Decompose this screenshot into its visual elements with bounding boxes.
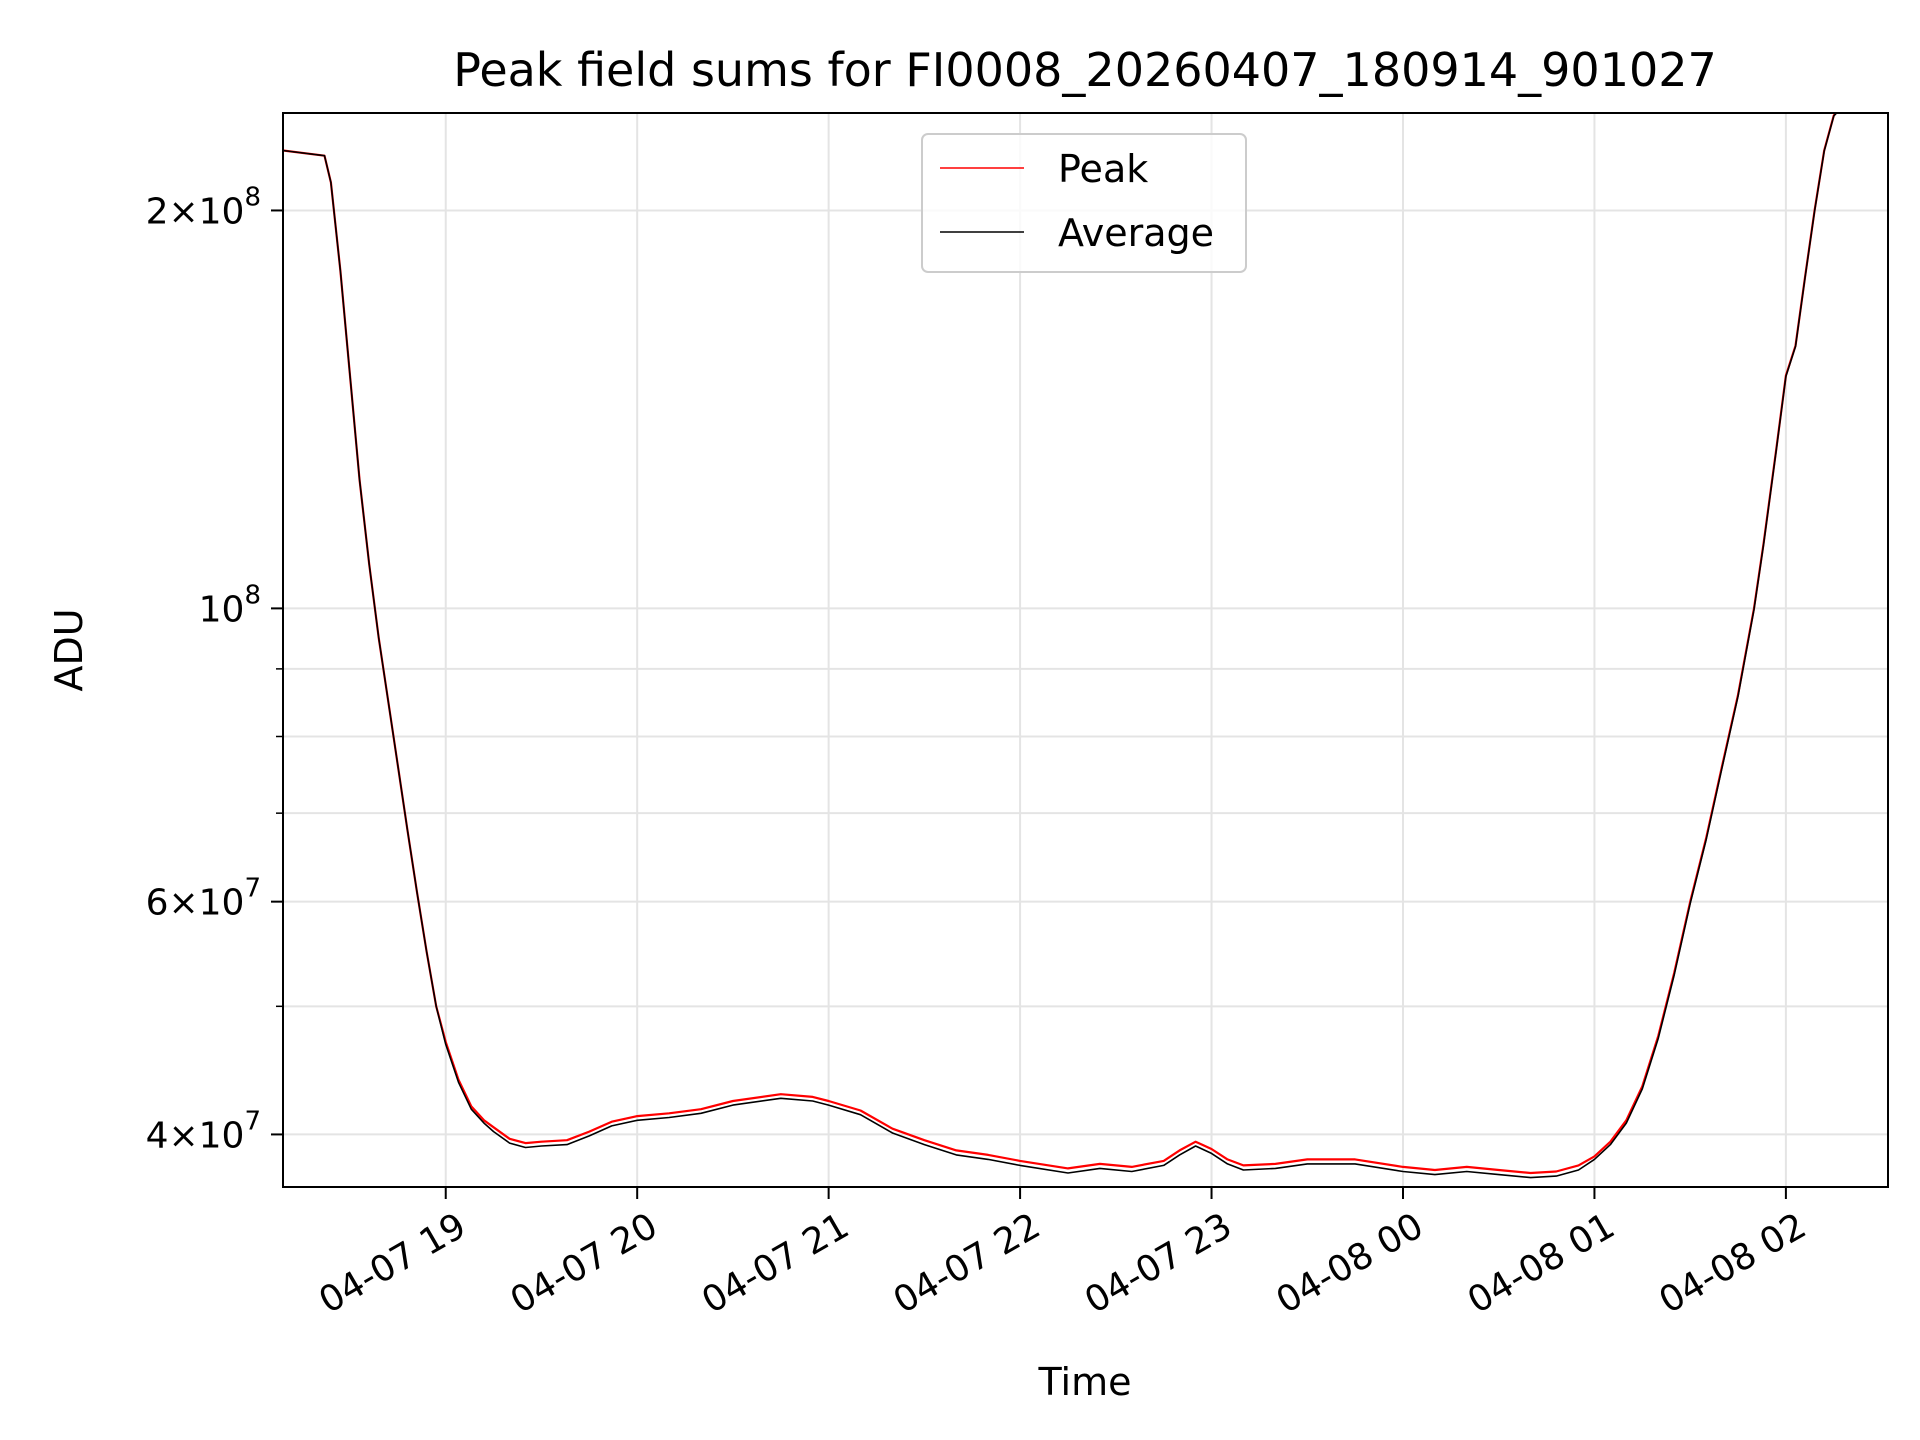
y-tick-label: 108 (199, 580, 261, 630)
legend-label-peak: Peak (1058, 147, 1148, 191)
y-tick-label: 2×108 (146, 182, 261, 232)
legend-label-average: Average (1058, 211, 1214, 255)
series-layer (283, 113, 1838, 1179)
y-tick-label: 6×107 (146, 874, 261, 924)
chart-title: Peak field sums for FI0008_20260407_1809… (453, 43, 1717, 97)
series-line-average (283, 113, 1838, 1179)
plot-frame (282, 112, 1889, 1188)
y-axis-label: ADU (47, 608, 91, 691)
y-tick-label: 4×107 (146, 1106, 261, 1156)
x-axis-label: Time (1038, 1360, 1132, 1404)
legend: Peak Average (921, 133, 1247, 273)
grid (283, 113, 1888, 1187)
